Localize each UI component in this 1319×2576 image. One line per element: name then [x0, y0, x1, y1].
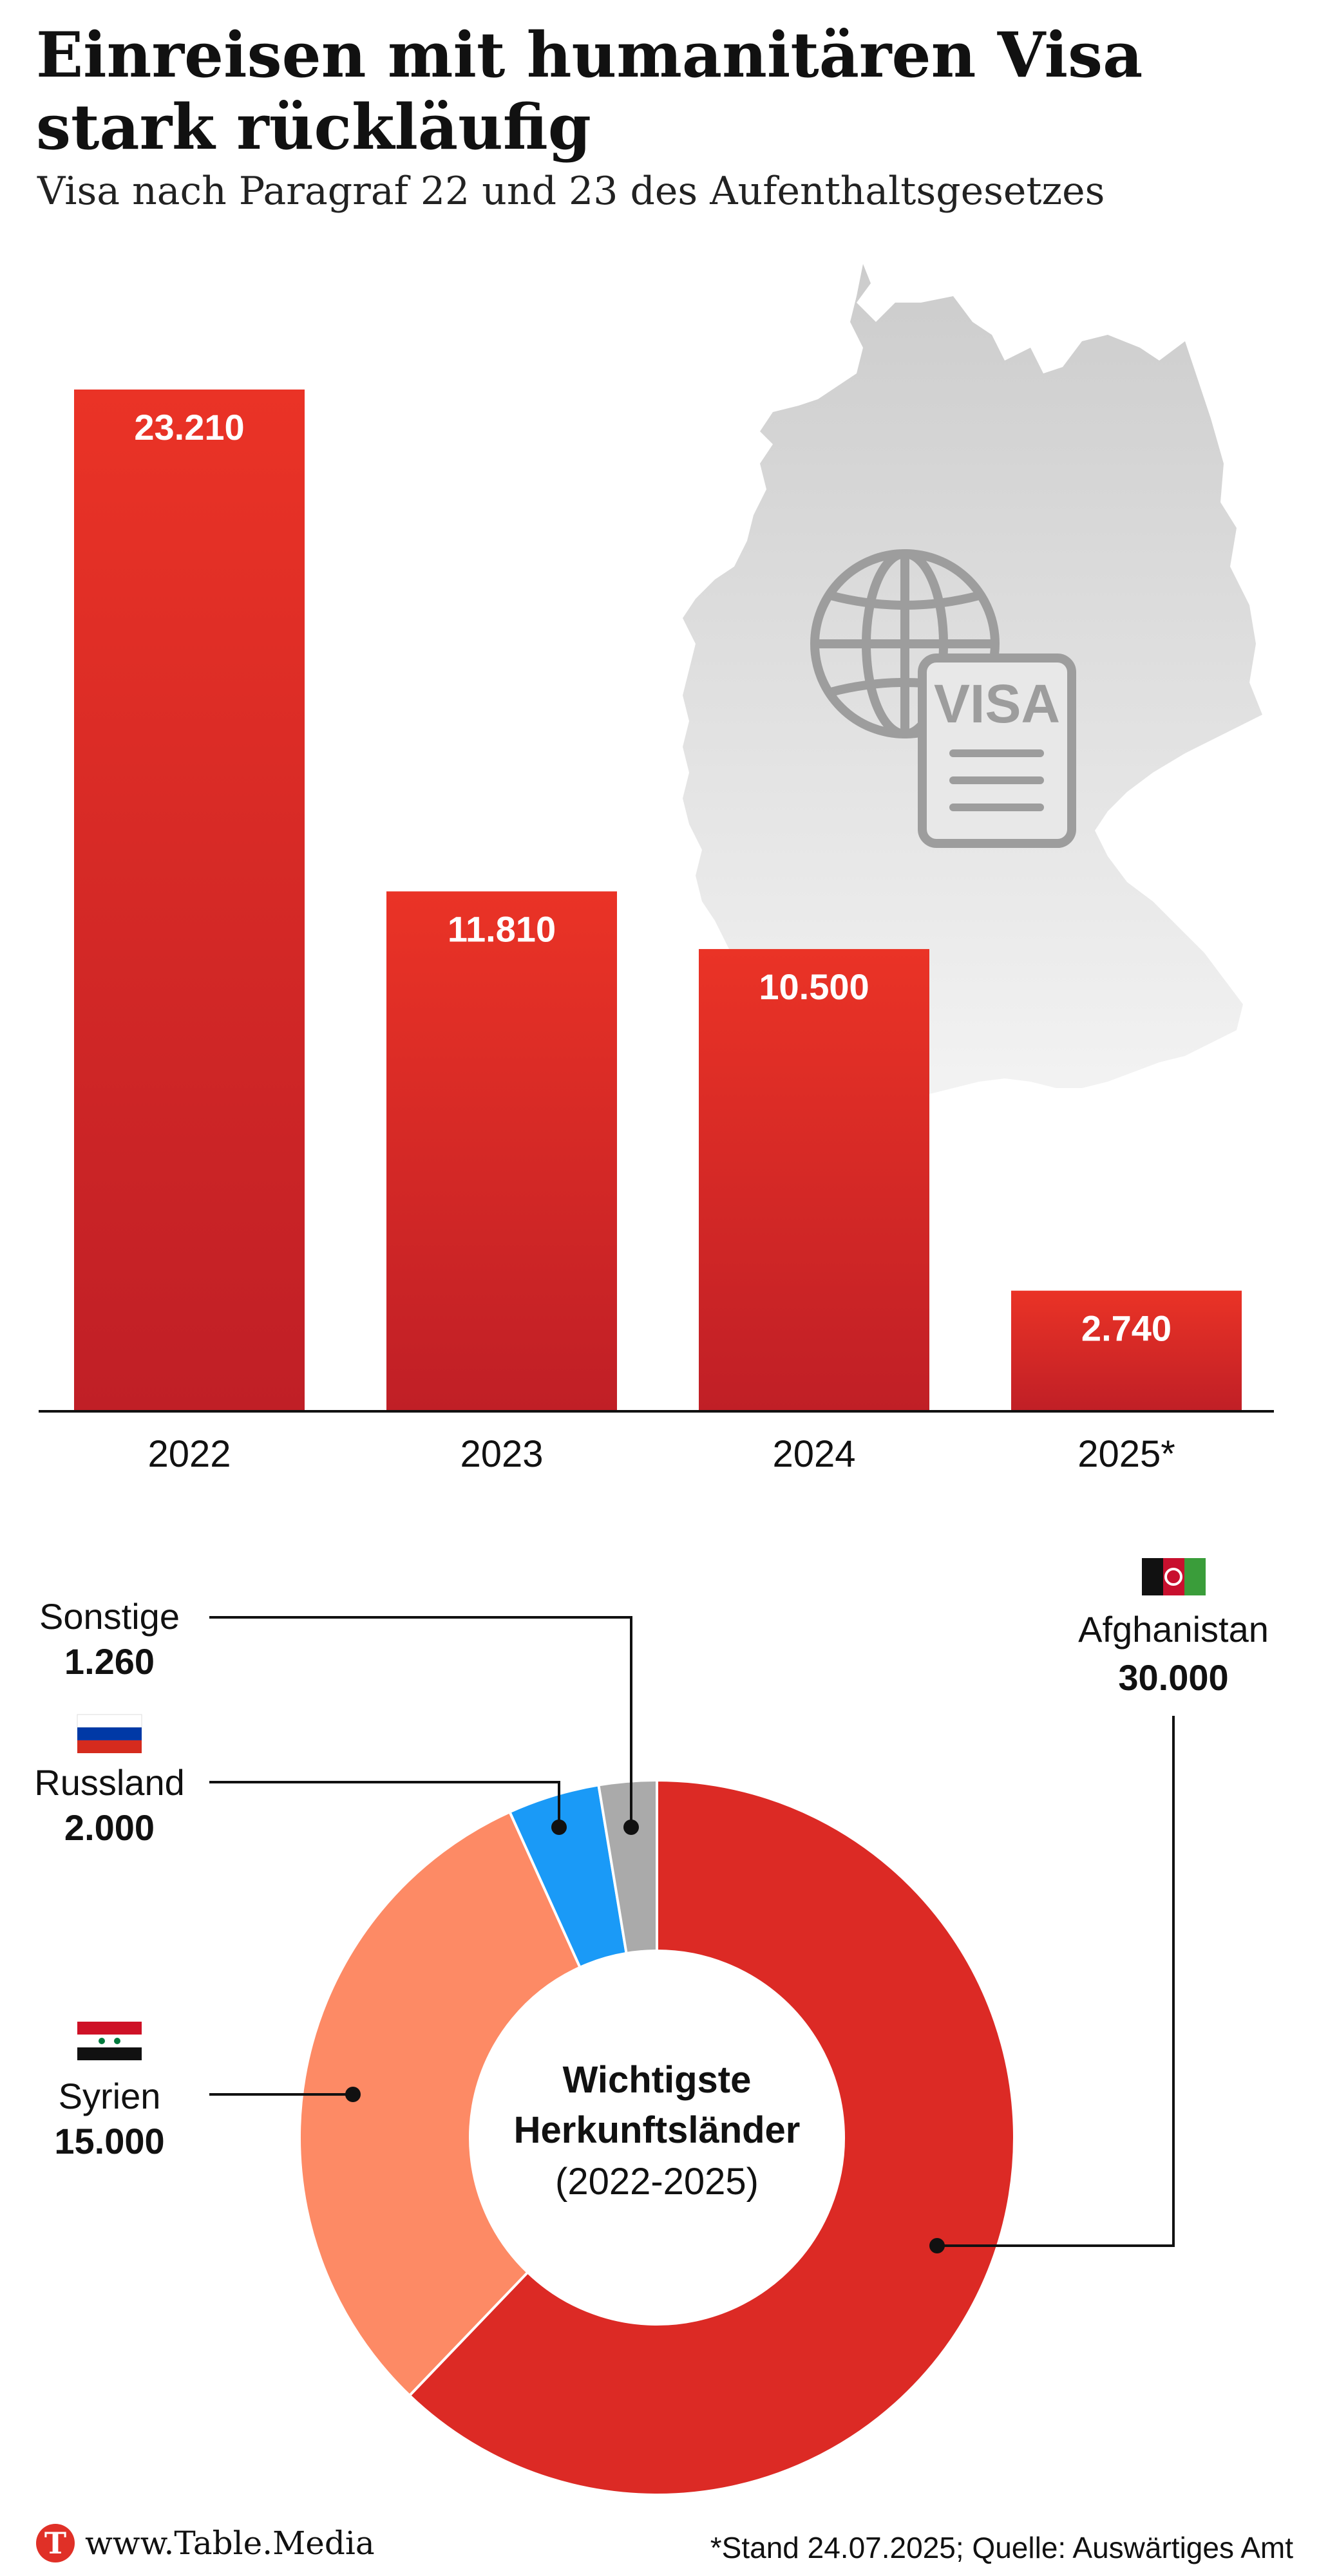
source-footnote: *Stand 24.07.2025; Quelle: Auswärtiges A… [710, 2531, 1293, 2564]
bar-2022 [74, 390, 305, 1411]
bar-2024 [699, 949, 929, 1411]
donut-chart: Wichtigste Herkunftsländer (2022-2025) Afg… [34, 1558, 1269, 2496]
slice-value-label: 15.000 [54, 2121, 164, 2161]
x-tick-label: 2023 [460, 1433, 543, 1475]
x-tick-label: 2022 [147, 1433, 231, 1475]
slice-name-label: Sonstige [39, 1596, 180, 1637]
slice-value-label: 2.000 [64, 1807, 155, 1848]
bar-value-label: 10.500 [759, 966, 869, 1007]
center-label-line: (2022-2025) [555, 2161, 759, 2203]
slice-name-label: Syrien [59, 2076, 161, 2116]
bar-value-label: 11.810 [448, 908, 556, 949]
x-tick-label: 2025* [1077, 1433, 1175, 1475]
bar-2025* [1011, 1290, 1242, 1411]
bar-value-label: 2.740 [1081, 1308, 1172, 1349]
leader-line-afghanistan [937, 1716, 1175, 2247]
russia-flag-icon [77, 1714, 142, 1753]
slice-value-label: 30.000 [1118, 1657, 1228, 1698]
afghanistan-flag-icon [1142, 1558, 1206, 1595]
germany-visa-illustration: VISA [683, 264, 1262, 1101]
site-url[interactable]: www.Table.Media [85, 2524, 375, 2562]
donut-center-label: Wichtigste Herkunftsländer (2022-2025) [514, 2059, 801, 2203]
slice-name-label: Russland [34, 1762, 184, 1803]
x-tick-label: 2024 [772, 1433, 855, 1475]
leader-dot [929, 2238, 945, 2253]
page-subtitle: Visa nach Paragraf 22 und 23 des Aufenth… [37, 169, 1105, 214]
visa-card-text: VISA [934, 673, 1060, 734]
syria-flag-icon [77, 2022, 142, 2060]
center-label-line: Herkunftsländer [514, 2109, 801, 2151]
page-title: Einreisen mit humanitären Visa stark rüc… [36, 19, 1143, 164]
slice-value-label: 1.260 [64, 1641, 155, 1682]
bar-2023 [386, 891, 617, 1411]
leader-line-russland [209, 1781, 560, 1827]
footer-brand: T www.Table.Media [36, 2524, 375, 2562]
globe-icon [810, 549, 1000, 738]
visa-document-icon: VISA [918, 653, 1076, 848]
leader-dot [551, 1819, 567, 1835]
center-label-line: Wichtigste [563, 2059, 752, 2101]
leader-line-sonstige [209, 1616, 632, 1827]
slice-name-label: Afghanistan [1078, 1609, 1269, 1650]
bar-chart: 23.210 2022 11.810 2023 10.500 2024 2.740 2025* [39, 390, 1274, 1475]
table-media-logo-icon: T [36, 2524, 75, 2562]
bar-value-label: 23.210 [134, 407, 244, 447]
leader-dot [345, 2087, 361, 2102]
donut-slice-afghanistan [408, 1778, 1016, 2496]
leader-dot [623, 1819, 639, 1835]
donut-slice-sonstige [597, 1778, 658, 1955]
donut-slice-syrien [298, 1810, 582, 2398]
